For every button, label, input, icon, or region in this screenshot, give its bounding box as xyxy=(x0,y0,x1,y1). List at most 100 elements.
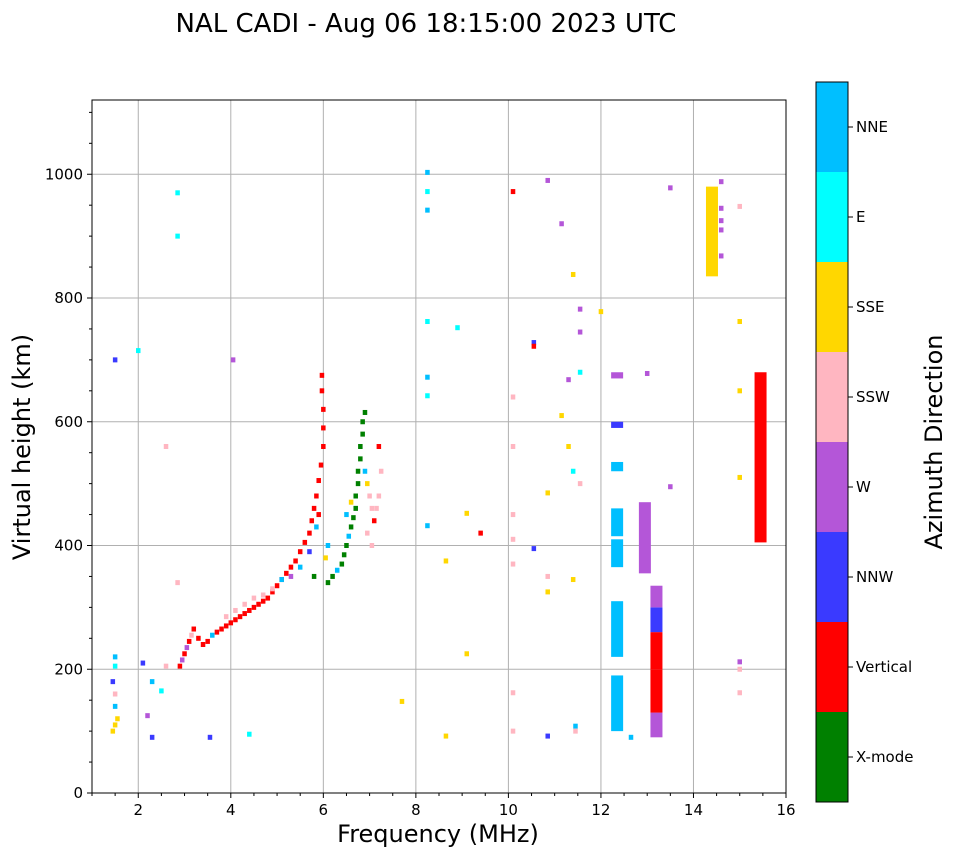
echo-point xyxy=(573,728,578,734)
echo-point xyxy=(163,663,169,669)
echo-point xyxy=(256,601,261,607)
echo-point xyxy=(510,536,516,542)
gridlines xyxy=(92,100,786,793)
echo-point xyxy=(311,505,317,511)
echo-point xyxy=(355,468,361,474)
colorbar-tick-label: NNW xyxy=(856,568,893,586)
echo-point xyxy=(510,189,516,195)
echo-point xyxy=(510,690,516,696)
echo-point xyxy=(365,530,370,536)
echo-point xyxy=(628,734,634,740)
echo-streak xyxy=(650,669,663,713)
echo-point xyxy=(577,306,583,312)
echo-point xyxy=(297,564,303,570)
echo-point xyxy=(425,169,430,175)
echo-point xyxy=(186,638,192,644)
echo-point xyxy=(425,374,430,380)
echo-point xyxy=(110,728,116,734)
echo-point xyxy=(339,561,345,567)
echo-point xyxy=(314,524,319,530)
echo-point xyxy=(309,518,315,524)
echo-point xyxy=(718,205,724,211)
y-tick-label: 800 xyxy=(54,289,83,307)
echo-point xyxy=(510,512,516,518)
echo-point xyxy=(360,431,365,437)
echo-point xyxy=(510,561,516,567)
echo-point xyxy=(219,626,224,632)
colorbar-frame xyxy=(815,81,849,803)
colorbar-segment xyxy=(816,352,848,442)
echo-point xyxy=(369,505,375,511)
echo-point xyxy=(210,632,215,638)
echo-point xyxy=(145,713,150,719)
echo-point xyxy=(353,493,358,499)
x-tick-label: 14 xyxy=(684,801,703,819)
colorbar-tick-label: Vertical xyxy=(856,658,912,676)
echo-point xyxy=(376,493,382,499)
y-tick-label: 400 xyxy=(54,537,83,555)
echo-point xyxy=(297,549,303,555)
echo-point xyxy=(510,728,516,734)
echo-point xyxy=(179,657,185,663)
echo-point xyxy=(223,614,229,620)
echo-point xyxy=(318,462,324,468)
echo-point xyxy=(531,340,537,346)
echo-point xyxy=(531,546,537,552)
echo-point xyxy=(545,490,550,496)
echo-point xyxy=(425,393,430,399)
chart-title: NAL CADI - Aug 06 18:15:00 2023 UTC xyxy=(176,9,677,39)
echo-point xyxy=(737,474,742,480)
echo-point xyxy=(344,512,349,518)
echo-point xyxy=(175,190,180,196)
echo-point xyxy=(223,623,229,629)
data-marks xyxy=(110,169,767,740)
echo-point xyxy=(175,580,180,586)
echo-point xyxy=(545,733,550,739)
echo-point xyxy=(284,570,289,576)
echo-point xyxy=(112,357,118,363)
echo-point xyxy=(425,189,430,195)
echo-point xyxy=(112,722,118,728)
x-tick-label: 16 xyxy=(776,801,795,819)
echo-point xyxy=(189,632,194,638)
echo-streak xyxy=(611,461,624,472)
echo-point xyxy=(344,543,349,548)
echo-point xyxy=(737,388,742,394)
colorbar-segment xyxy=(816,442,848,532)
colorbar-tick-label: W xyxy=(856,478,871,496)
echo-point xyxy=(566,444,571,449)
colorbar-segment xyxy=(816,622,848,712)
echo-point xyxy=(112,663,118,669)
echo-streak xyxy=(705,186,718,277)
echo-point xyxy=(325,543,331,548)
echo-point xyxy=(355,481,361,487)
colorbar-label: Azimuth Direction xyxy=(920,335,948,550)
echo-point xyxy=(510,394,516,400)
echo-point xyxy=(270,589,275,595)
echo-point xyxy=(321,406,326,412)
echo-point xyxy=(177,663,183,669)
echo-point xyxy=(323,555,328,561)
echo-point xyxy=(577,329,583,335)
echo-point xyxy=(718,227,724,233)
y-axis-label: Virtual height (km) xyxy=(8,334,36,560)
echo-point xyxy=(346,533,352,539)
echo-streak xyxy=(754,372,767,543)
echo-point xyxy=(302,539,308,545)
echo-point xyxy=(718,253,724,259)
x-axis-label: Frequency (MHz) xyxy=(337,820,539,848)
echo-point xyxy=(510,444,516,449)
echo-point xyxy=(358,456,363,462)
echo-point xyxy=(737,659,742,665)
echo-point xyxy=(207,734,213,740)
echo-point xyxy=(566,377,571,383)
echo-point xyxy=(163,444,169,449)
echo-point xyxy=(464,510,470,516)
echo-point xyxy=(378,468,384,474)
echo-point xyxy=(242,611,247,617)
echo-point xyxy=(545,589,550,595)
echo-point xyxy=(443,558,449,564)
echo-streak xyxy=(650,585,663,608)
echo-streak xyxy=(611,601,624,657)
